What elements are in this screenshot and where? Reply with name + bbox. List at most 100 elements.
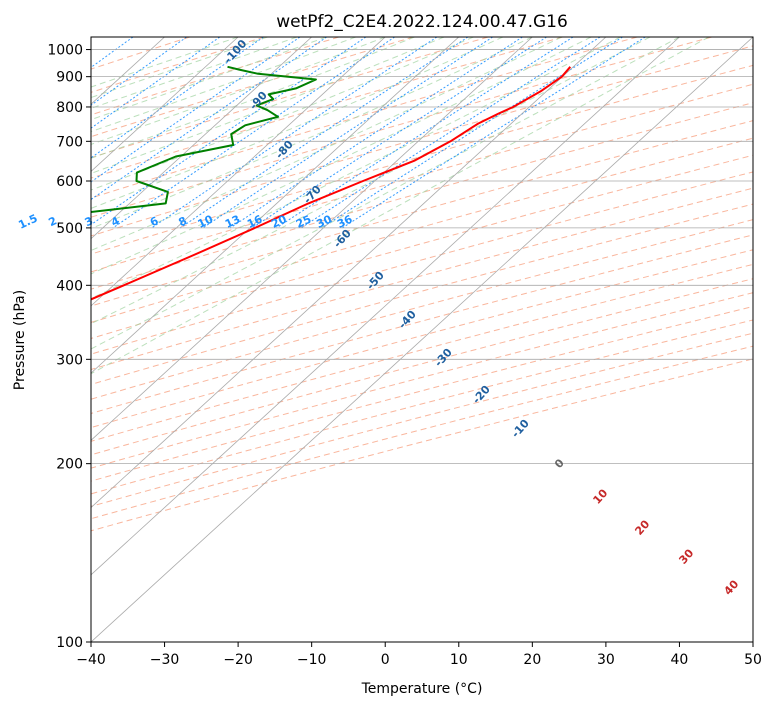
y-tick-label: 700 — [56, 134, 83, 150]
dry-adiabat-label: -30 — [432, 346, 455, 370]
moist-adiabat — [91, 37, 356, 133]
plot-frame — [90, 36, 754, 643]
moist-adiabat — [91, 37, 710, 375]
dry-adiabat-label: 0 — [552, 456, 567, 471]
y-tick-label: 800 — [56, 100, 83, 116]
mixing-ratio-label: 25 — [294, 213, 313, 231]
mixing-ratio-label: 10 — [196, 212, 216, 230]
mixing-ratio-label: 8 — [177, 214, 189, 229]
mixing-ratio-label: 20 — [269, 212, 289, 230]
annotation-layer: -100-90-80-70-60-50-40-30-20-10010203040… — [0, 37, 742, 598]
mixing-ratio-line — [151, 37, 438, 229]
moist-adiabat-label: 10 — [590, 486, 610, 506]
mixing-ratio-line — [91, 37, 301, 183]
dry-adiabat — [91, 37, 339, 116]
mixing-ratio-label: 36 — [335, 212, 355, 230]
chart-title: wetPf2_C2E4.2022.124.00.47.G16 — [276, 12, 568, 32]
isotherm — [91, 37, 607, 509]
dry-adiabat — [91, 64, 753, 255]
x-tick-label: −30 — [150, 652, 180, 668]
dry-adiabat — [91, 83, 753, 273]
mixing-ratio-line — [91, 37, 264, 159]
mixing-ratio-line — [321, 37, 623, 229]
moist-adiabat — [91, 37, 680, 350]
moist-adiabat — [91, 37, 563, 251]
dry-adiabat — [91, 45, 753, 237]
y-tick-label: 900 — [56, 70, 83, 86]
mixing-ratio-line — [276, 37, 574, 229]
isotherm — [91, 37, 680, 576]
x-tick-label: 30 — [597, 652, 615, 668]
mixing-ratio-line — [91, 37, 187, 106]
moist-adiabat — [91, 37, 651, 325]
mixing-ratio-label: 13 — [223, 213, 242, 231]
y-axis: 1000 900 800 700 600 500 400 300 200 100 — [47, 43, 91, 651]
mixing-ratio-line — [112, 37, 395, 229]
y-axis-label: Pressure (hPa) — [12, 290, 28, 390]
dry-adiabat — [91, 37, 712, 218]
dry-adiabat — [91, 292, 753, 469]
temperature-line — [91, 66, 572, 301]
dry-adiabat — [91, 37, 265, 93]
isotherm — [91, 37, 533, 441]
x-tick-label: 50 — [744, 652, 762, 668]
mixing-ratio-label: 30 — [314, 212, 334, 230]
dry-adiabat-label: -50 — [364, 269, 387, 293]
dry-adiabat — [91, 263, 753, 442]
dry-adiabat-label: -10 — [509, 417, 532, 441]
mixing-ratio-line — [252, 37, 547, 229]
isotherm — [91, 37, 386, 307]
x-tick-label: 10 — [450, 652, 468, 668]
x-tick-label: −20 — [223, 652, 253, 668]
mixing-ratio-line — [91, 37, 327, 201]
isotherm — [91, 37, 753, 642]
moist-adiabat — [91, 37, 474, 191]
x-tick-label: 40 — [671, 652, 689, 668]
mixing-ratio-line — [91, 37, 134, 68]
dry-adiabat — [91, 37, 563, 179]
dry-adiabat — [91, 219, 753, 400]
moist-adiabat — [91, 37, 621, 300]
dewpoint-line — [91, 65, 317, 213]
dry-adiabat — [91, 171, 753, 355]
mixing-ratio-line — [91, 37, 221, 129]
x-axis: −40 −30 −20 −10 0 10 20 30 40 50 — [76, 642, 762, 668]
moist-adiabat — [91, 37, 504, 209]
mixing-ratio-line — [342, 37, 646, 229]
dry-adiabat — [91, 305, 753, 482]
y-tick-label: 600 — [56, 174, 83, 190]
isotherm — [91, 37, 239, 172]
isotherm — [91, 37, 312, 240]
x-axis-label: Temperature (°C) — [361, 681, 483, 697]
y-tick-label: 300 — [56, 352, 83, 368]
mixing-ratio-label: 1.5 — [16, 212, 39, 232]
y-tick-label: 100 — [56, 635, 83, 651]
dry-adiabat — [91, 187, 753, 371]
dry-adiabat — [91, 358, 753, 532]
dry-adiabat — [91, 37, 638, 199]
mixing-ratio-line — [229, 37, 523, 229]
dry-adiabat — [91, 37, 190, 70]
moist-adiabat — [91, 37, 592, 275]
mixing-ratio-label: 16 — [245, 212, 265, 230]
moist-adiabat — [91, 37, 239, 88]
dry-adiabat — [91, 234, 753, 414]
moist-adiabat — [91, 37, 268, 98]
isotherm — [91, 37, 460, 374]
dry-adiabat — [91, 37, 414, 138]
moist-adiabat — [91, 37, 533, 230]
series-layer — [91, 65, 572, 301]
mixing-ratio-line — [300, 37, 601, 229]
moist-adiabat-label: 20 — [632, 517, 652, 537]
y-tick-label: 200 — [56, 457, 83, 473]
mixing-ratio-line — [202, 37, 493, 229]
moist-adiabat-label: 30 — [676, 546, 696, 566]
moist-adiabat-label: 40 — [721, 577, 741, 597]
background-lines — [91, 37, 753, 532]
grid-lines — [91, 37, 753, 642]
mixing-ratio-line — [91, 37, 367, 226]
dry-adiabat-label: -70 — [301, 183, 324, 207]
y-tick-label: 500 — [56, 221, 83, 237]
dry-adiabat — [91, 37, 489, 159]
